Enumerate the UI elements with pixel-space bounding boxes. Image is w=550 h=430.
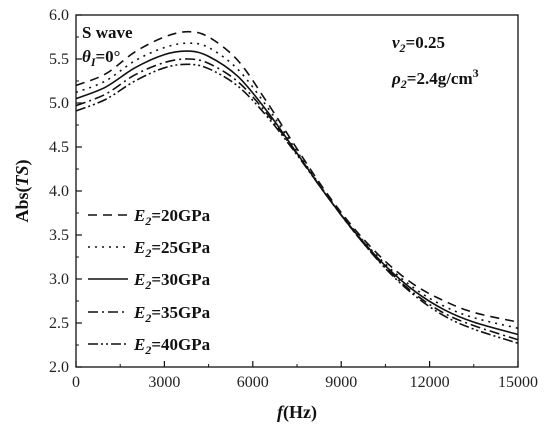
legend: E2=20GPa E2=25GPa E2=30GPa E2=35GPa E2=4… (88, 206, 211, 357)
legend-label-e40: E2=40GPa (133, 335, 211, 357)
series-layer (75, 30, 519, 345)
series-line-1 (75, 42, 519, 330)
incidence-angle-label: θI=0° (82, 47, 121, 69)
poisson-ratio-label: ν2=0.25 (392, 33, 445, 55)
density-label: ρ2=2.4g/cm3 (391, 66, 479, 91)
plot-frame (75, 14, 519, 368)
y-tick-label: 4.5 (49, 139, 69, 156)
x-axis-title: f(Hz) (277, 402, 317, 423)
ticks-layer: 0 3000 6000 9000 12000 15000 2.0 2.5 3.0 3.5 4.0 4.… (49, 7, 538, 391)
y-tick-label: 5.0 (49, 95, 69, 112)
x-tick-label: 0 (72, 374, 80, 391)
legend-label-e25: E2=25GPa (133, 238, 211, 260)
wave-type-label: S wave (82, 23, 133, 42)
y-tick-label: 4.0 (49, 183, 69, 200)
y-tick-label: 3.0 (49, 271, 69, 288)
x-tick-label: 15000 (498, 374, 538, 391)
y-tick-label: 5.5 (49, 51, 69, 68)
legend-label-e30: E2=30GPa (133, 270, 211, 292)
legend-label-e35: E2=35GPa (133, 303, 211, 325)
y-tick-label: 2.5 (49, 315, 69, 332)
x-tick-label: 3000 (148, 374, 180, 391)
legend-item: E2=25GPa (88, 238, 211, 260)
y-axis-title: Abs(TS) (12, 159, 33, 222)
y-tick-label: 6.0 (49, 7, 69, 24)
series-line-2 (75, 50, 519, 336)
legend-item: E2=35GPa (88, 303, 211, 325)
legend-item: E2=30GPa (88, 270, 211, 292)
x-tick-label: 12000 (410, 374, 450, 391)
x-tick-label: 6000 (237, 374, 269, 391)
legend-label-e20: E2=20GPa (133, 206, 211, 228)
series-line-4 (75, 63, 519, 345)
y-tick-label: 3.5 (49, 227, 69, 244)
x-tick-label: 9000 (325, 374, 357, 391)
series-line-3 (75, 58, 519, 341)
y-tick-label: 2.0 (49, 359, 69, 376)
legend-item: E2=20GPa (88, 206, 211, 228)
legend-item: E2=40GPa (88, 335, 211, 357)
